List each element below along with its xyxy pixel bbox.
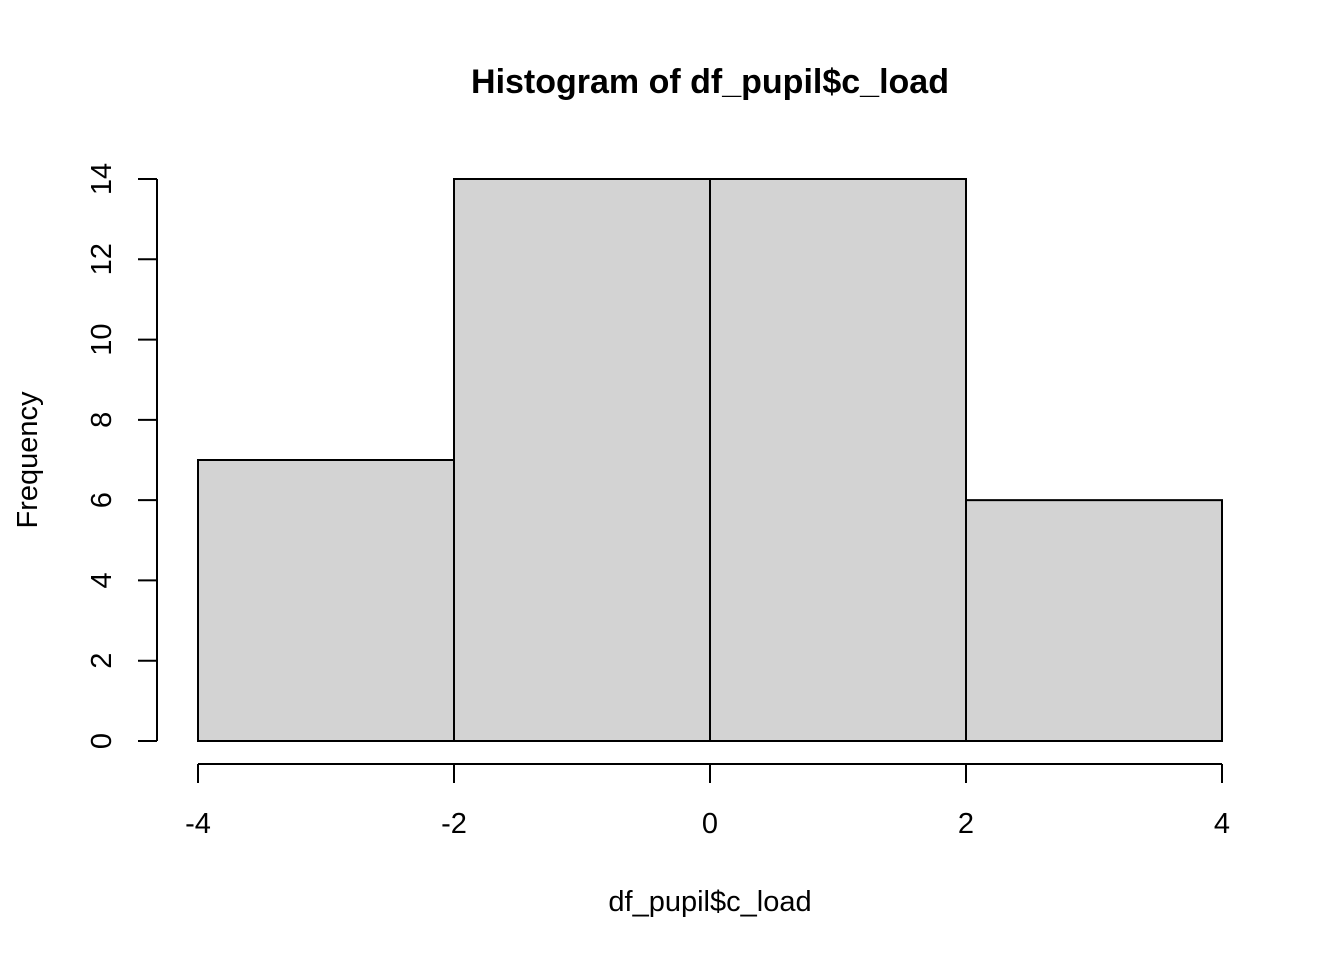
y-tick-label-5: 10 (86, 323, 118, 355)
y-tick-label-4: 8 (86, 412, 118, 428)
x-tick-label-3: 2 (958, 808, 974, 840)
bars-layer (197, 178, 1223, 742)
chart-title: Histogram of df_pupil$c_load (471, 63, 949, 101)
histogram-bar-3 (965, 499, 1223, 742)
histogram-bar-2 (709, 178, 967, 742)
y-tick-label-0: 0 (86, 733, 118, 749)
x-axis-label: df_pupil$c_load (608, 886, 811, 918)
y-axis-label: Frequency (12, 391, 44, 529)
histogram-bar-1 (453, 178, 711, 742)
x-tick-label-1: -2 (441, 808, 467, 840)
y-axis: 0 2 4 6 8 10 12 14 (86, 163, 158, 749)
histogram-bar-0 (197, 459, 455, 742)
x-tick-label-0: -4 (185, 808, 211, 840)
y-tick-label-2: 4 (86, 572, 118, 588)
x-axis: -4 -2 0 2 4 (185, 763, 1230, 840)
y-tick-label-6: 12 (86, 243, 118, 275)
x-tick-label-2: 0 (702, 808, 718, 840)
x-tick-label-4: 4 (1214, 808, 1230, 840)
y-tick-label-1: 2 (86, 653, 118, 669)
y-tick-label-3: 6 (86, 492, 118, 508)
y-tick-label-7: 14 (86, 163, 118, 195)
